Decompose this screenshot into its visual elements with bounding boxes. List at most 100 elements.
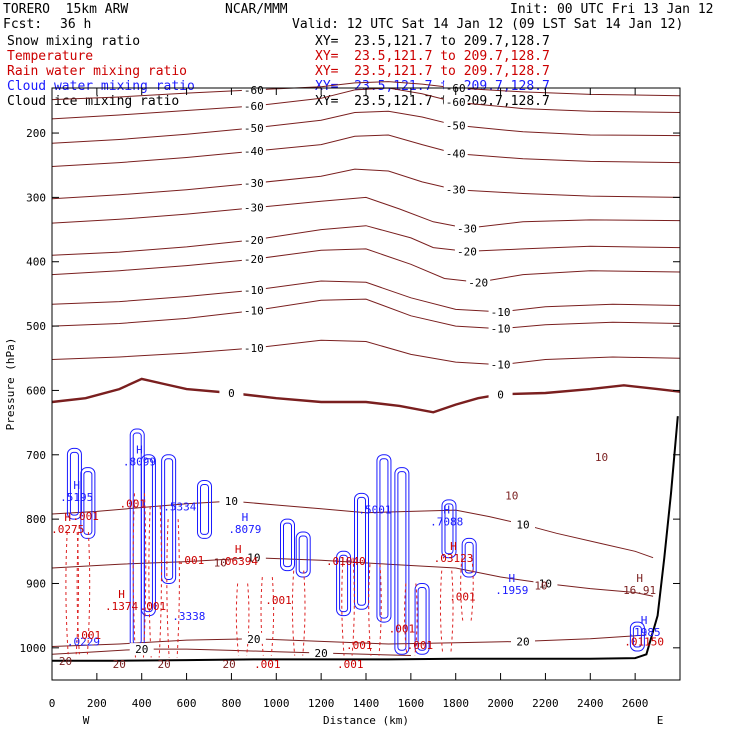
max-marker-h-1: H <box>136 443 143 456</box>
isotherm-label-6-0: -20 <box>244 234 264 247</box>
isotherm-label-bg-1-0 <box>241 100 266 112</box>
max-marker-value-12: .001 <box>265 594 292 607</box>
cloud-column-outer-5 <box>197 480 213 539</box>
valid-time: Valid: 12 UTC Sat 14 Jan 12 (09 LST Sat … <box>292 17 684 32</box>
rain-column-5 <box>235 583 250 656</box>
rain-layer <box>65 493 474 658</box>
max-marker-value-30: 20 <box>113 658 126 671</box>
isotherm-label-5-1: -30 <box>457 222 477 235</box>
max-marker-value-26: .01150 <box>624 636 664 649</box>
fcst-value: 36 h <box>60 17 92 32</box>
isotherm-label-bg-9-0 <box>241 304 266 316</box>
cloud-column-outer-11 <box>394 467 410 655</box>
cloud-column-outer-1 <box>80 467 96 539</box>
max-marker-h-0: H <box>73 479 80 492</box>
isotherm-label-2-0: -50 <box>244 122 264 135</box>
x-tick-label-3: 600 <box>177 697 197 710</box>
isotherm-label-bg-1-1 <box>443 96 468 108</box>
cloud-column-outer-3 <box>140 454 156 617</box>
y-tick-label-7: 900 <box>26 577 46 590</box>
isotherm-label-bg-6-0 <box>241 233 266 245</box>
isotherm-label-9-0: -10 <box>244 305 264 318</box>
x-tick-label-11: 2200 <box>532 697 559 710</box>
isotherm-line-1 <box>51 87 681 120</box>
isotherm-label-bg-2-1 <box>443 119 468 131</box>
field-cloud-water-name: Cloud water mixing ratio <box>7 79 195 94</box>
isotherm-line-10 <box>51 339 681 366</box>
max-marker-value-16: .03123 <box>434 552 474 565</box>
isotherm-line-3 <box>51 134 681 167</box>
isotherm-label-bg-8-1 <box>488 305 513 317</box>
isotherm-line-9 <box>51 298 681 330</box>
end-label-west: W <box>83 714 90 727</box>
rain-column-12 <box>460 557 474 623</box>
isotherm-label-bg-13-1 <box>533 577 558 589</box>
rain-column-8 <box>341 557 355 656</box>
isotherm-label-10-1: -10 <box>491 359 511 372</box>
isotherm-label-14-1: 20 <box>516 635 529 648</box>
max-marker-value-33: 10 <box>214 556 227 569</box>
isotherm-label-bg-7-0 <box>241 253 266 265</box>
y-tick-label-4: 600 <box>26 384 46 397</box>
isotherm-label-15-1: 20 <box>315 647 328 660</box>
rain-column-6 <box>260 577 275 656</box>
isotherm-label-bg-8-0 <box>241 284 266 296</box>
cloud-column-inner-14 <box>464 541 474 574</box>
x-tick-label-4: 800 <box>221 697 241 710</box>
max-marker-value-6: .8079 <box>228 523 261 536</box>
isotherm-line-5 <box>51 196 681 229</box>
max-marker-value-20: .001 <box>389 623 416 636</box>
max-marker-value-29: 20 <box>59 655 72 668</box>
rain-column-2 <box>132 493 147 658</box>
isotherm-layer <box>51 81 681 656</box>
isotherm-label-bg-3-1 <box>443 147 468 159</box>
cloud-column-inner-10 <box>379 458 389 619</box>
x-tick-label-9: 1800 <box>442 697 469 710</box>
field-temperature-name: Temperature <box>7 49 94 64</box>
isotherm-label-bg-4-1 <box>443 183 468 195</box>
surface-layer <box>52 416 679 662</box>
isotherm-label-bg-12-0 <box>219 495 244 507</box>
max-marker-h-16: H <box>450 540 457 553</box>
cloud-column-inner-0 <box>69 451 79 516</box>
y-tick-label-5: 700 <box>26 449 46 462</box>
max-marker-value-28: .001 <box>75 629 102 642</box>
cloud-column-outer-8 <box>336 550 352 617</box>
isotherm-label-bg-15-0 <box>129 643 154 655</box>
max-marker-h-19: H <box>636 572 643 585</box>
max-marker-value-9: .1374 <box>105 600 138 613</box>
surface-pressure-line <box>52 416 679 662</box>
max-marker-value-7: .001 <box>178 554 205 567</box>
cloud-column-outer-9 <box>354 492 370 610</box>
cloud-column-inner-8 <box>339 554 349 613</box>
field-snow-xy: XY= 23.5,121.7 to 209.7,128.7 <box>315 34 550 49</box>
isotherm-label-3-0: -40 <box>244 145 264 158</box>
field-temperature-xy: XY= 23.5,121.7 to 209.7,128.7 <box>315 49 550 64</box>
max-marker-value-10: .3338 <box>172 610 205 623</box>
isotherm-label-bg-11-1 <box>488 388 513 400</box>
cloud-column-inner-7 <box>298 535 308 574</box>
max-marker-h-9: H <box>118 588 125 601</box>
end-label-east: E <box>657 714 664 727</box>
isotherm-label-8-1: -10 <box>491 306 511 319</box>
cloud-column-inner-6 <box>283 522 292 568</box>
max-marker-value-32: 20 <box>223 658 236 671</box>
isotherm-label-4-0: -30 <box>244 177 264 190</box>
max-marker-value-18: .1959 <box>495 584 528 597</box>
isotherm-label-4-1: -30 <box>446 184 466 197</box>
isotherm-label-bg-9-1 <box>488 322 513 334</box>
cloud-column-inner-11 <box>397 471 407 651</box>
isotherm-label-11-0: 0 <box>228 387 235 400</box>
max-marker-h-18: H <box>508 572 515 585</box>
isotherm-label-bg-11-0 <box>219 387 244 399</box>
field-rain-xy: XY= 23.5,121.7 to 209.7,128.7 <box>315 64 550 79</box>
isotherm-label-8-0: -10 <box>244 284 264 297</box>
max-marker-value-21: .001 <box>346 639 373 652</box>
x-tick-label-7: 1400 <box>353 697 380 710</box>
isotherm-label-bg-4-0 <box>241 177 266 189</box>
y-tick-label-8: 1000 <box>20 642 47 655</box>
max-marker-value-36: 10 <box>534 580 547 593</box>
rain-column-3 <box>148 506 162 658</box>
max-marker-h-25: H <box>641 614 648 627</box>
